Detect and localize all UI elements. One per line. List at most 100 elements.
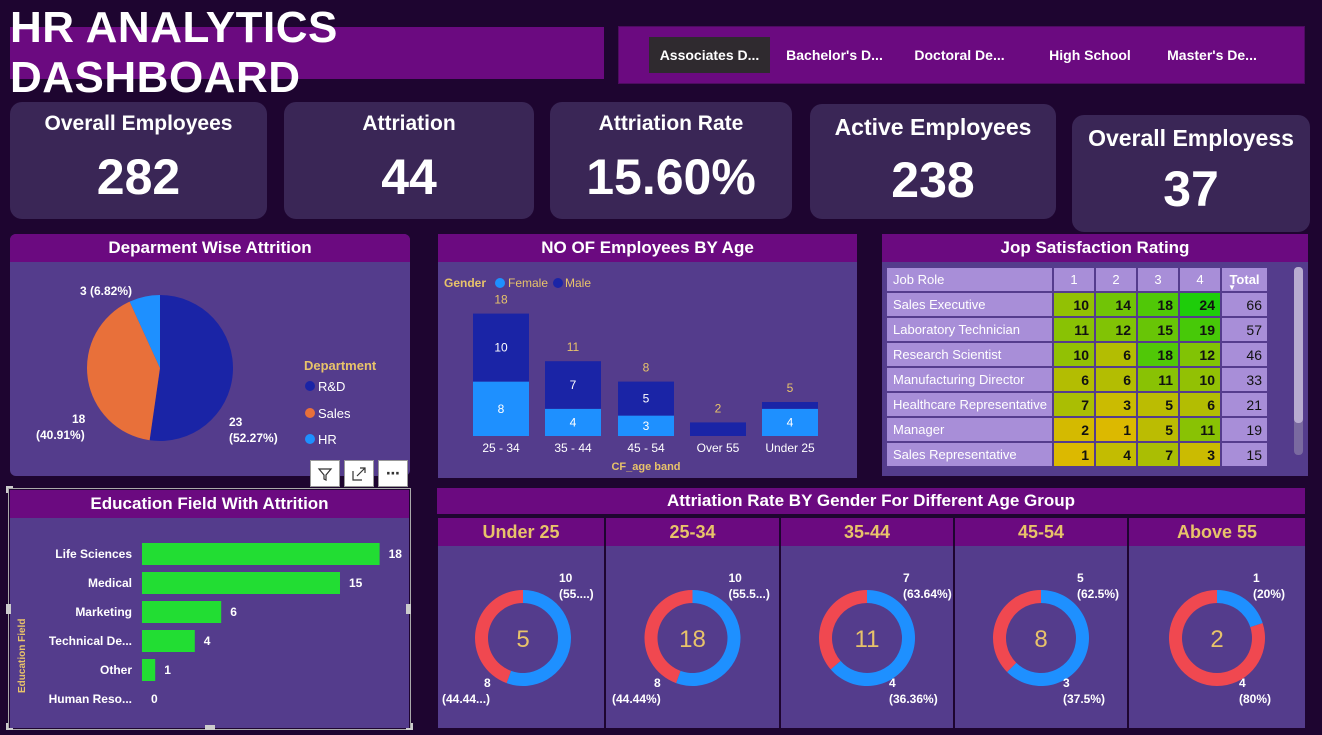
table-row[interactable]: Manufacturing Director 6 6 11 10 33	[885, 366, 1269, 393]
age-bar-male[interactable]	[473, 313, 529, 382]
age-bar-male[interactable]	[690, 422, 746, 436]
table-row[interactable]: Laboratory Technician 11 12 15 19 57	[885, 316, 1269, 343]
age-category-label: Over 55	[697, 441, 740, 455]
slicer-item-masters[interactable]: Master's De...	[1167, 47, 1257, 63]
education-bar[interactable]	[142, 630, 195, 652]
table-row[interactable]: Sales Executive 10 14 18 24 66	[885, 291, 1269, 318]
donut-center-total: 18	[679, 626, 706, 653]
focus-mode-icon[interactable]	[344, 460, 374, 487]
age-bar-male[interactable]	[545, 361, 601, 409]
education-field-panel: Education Field With Attrition Education…	[6, 486, 413, 730]
resize-handle-bottom-right[interactable]	[406, 723, 413, 730]
donut-slice-female[interactable]	[676, 590, 741, 686]
table-row[interactable]: Research Scientist 10 6 18 12 46	[885, 341, 1269, 368]
rating-cell: 5	[1136, 391, 1180, 418]
age-category-label: Under 25	[765, 441, 815, 455]
donut-chart-35-44: 11 7 (63.64%) 4 (36.36%)	[819, 571, 952, 706]
resize-handle-bottom-left[interactable]	[6, 723, 13, 730]
age-category-label: 25 - 34	[482, 441, 520, 455]
column-header-job-role[interactable]: Job Role	[885, 266, 1054, 293]
pie-slice-hr[interactable]	[129, 295, 160, 368]
donut-label-top: 5	[1077, 571, 1084, 585]
kpi-value: 15.60%	[586, 149, 756, 205]
total-cell: 19	[1220, 416, 1269, 443]
pie-slice-rnd[interactable]	[149, 295, 233, 441]
donut-chart-45-54: 8 5 (62.5%) 3 (37.5%)	[993, 571, 1119, 706]
donut-label-bottom-pct: (36.36%)	[889, 692, 938, 706]
donut-slice-female[interactable]	[1007, 590, 1089, 686]
education-bar[interactable]	[142, 543, 380, 565]
age-bar-female[interactable]	[545, 408, 601, 436]
donut-panel-above-55: Above 55 2 1 (20%) 4 (80%)	[1129, 518, 1305, 728]
pie-slice-sales[interactable]	[87, 301, 160, 441]
rating-cell: 4	[1094, 441, 1138, 468]
age-category-label: 35 - 44	[554, 441, 592, 455]
education-bar[interactable]	[142, 572, 340, 594]
slicer-item-bachelors[interactable]: Bachelor's D...	[786, 47, 883, 63]
column-header-3[interactable]: 3	[1136, 266, 1180, 293]
education-category-label: Life Sciences	[55, 547, 132, 561]
rating-cell: 7	[1052, 391, 1096, 418]
kpi-card-attriation: Attriation 44	[284, 102, 534, 219]
resize-handle-left[interactable]	[6, 604, 11, 614]
column-header-2[interactable]: 2	[1094, 266, 1138, 293]
rating-cell: 1	[1094, 416, 1138, 443]
donut-slice-male[interactable]	[644, 590, 693, 684]
age-bar-label-male: 10	[494, 341, 508, 355]
slicer-item-associates[interactable]: Associates D...	[649, 37, 770, 73]
panel-title: Jop Satisfaction Rating	[882, 234, 1308, 262]
table-row[interactable]: Manager 2 1 5 11 19	[885, 416, 1269, 443]
age-bar-female[interactable]	[473, 381, 529, 436]
filter-icon[interactable]	[310, 460, 340, 487]
legend-marker-female	[495, 278, 505, 288]
rating-cell: 6	[1094, 341, 1138, 368]
age-bar-male[interactable]	[762, 402, 818, 409]
age-bar-male[interactable]	[618, 381, 674, 416]
rating-cell: 2	[1052, 416, 1096, 443]
kpi-label: Attriation	[362, 112, 456, 135]
donut-slice-female[interactable]	[830, 590, 915, 686]
department-attrition-panel: Deparment Wise Attrition 3 (6.82%) 18 (4…	[10, 234, 410, 476]
legend-item-female: Female	[508, 276, 548, 290]
education-category-label: Other	[100, 663, 132, 677]
slicer-item-high-school[interactable]: High School	[1049, 47, 1131, 63]
table-scrollbar-thumb[interactable]	[1294, 267, 1303, 423]
resize-handle-top-left[interactable]	[6, 486, 13, 493]
donut-title: 45-54	[955, 518, 1127, 546]
job-role-cell: Sales Executive	[885, 291, 1054, 318]
table-scrollbar[interactable]	[1294, 267, 1303, 455]
donut-slice-male[interactable]	[475, 590, 523, 684]
donut-center-total: 8	[1034, 626, 1047, 653]
resize-handle-bottom[interactable]	[205, 725, 215, 730]
more-options-icon[interactable]: ⋯	[378, 460, 408, 487]
total-header-label: Total	[1229, 272, 1260, 287]
kpi-label: Overall Employees	[44, 112, 233, 135]
slicer-item-doctoral[interactable]: Doctoral De...	[914, 47, 1005, 63]
donut-title: Above 55	[1129, 518, 1305, 546]
pie-label-rnd-pct: (52.27%)	[229, 431, 278, 445]
donut-slice-male[interactable]	[993, 590, 1041, 672]
table-row[interactable]: Sales Representative 1 4 7 3 15	[885, 441, 1269, 468]
age-bar-female[interactable]	[618, 415, 674, 436]
age-bar-female[interactable]	[762, 408, 818, 436]
table-row[interactable]: Healthcare Representative 7 3 5 6 21	[885, 391, 1269, 418]
rating-cell: 19	[1178, 316, 1222, 343]
panel-title: Education Field With Attrition	[10, 490, 409, 518]
donut-title: Under 25	[438, 518, 604, 546]
donut-slice-male[interactable]	[819, 590, 867, 670]
column-header-4[interactable]: 4	[1178, 266, 1222, 293]
education-bar[interactable]	[142, 601, 222, 623]
education-bar[interactable]	[142, 659, 156, 681]
donut-chart-above-55: 2 1 (20%) 4 (80%)	[1169, 571, 1285, 706]
age-category-label: 45 - 54	[627, 441, 665, 455]
kpi-card-overall-employees: Overall Employees 282	[10, 102, 267, 219]
total-cell: 46	[1220, 341, 1269, 368]
dashboard-title-box: HR ANALYTICS DASHBOARD	[10, 3, 604, 102]
donut-slice-female[interactable]	[1217, 590, 1263, 628]
donut-center-total: 5	[516, 626, 529, 653]
column-header-1[interactable]: 1	[1052, 266, 1096, 293]
donut-label-bottom: 8	[654, 676, 661, 690]
column-header-total[interactable]: Total ▼	[1220, 266, 1269, 293]
donut-slice-female[interactable]	[506, 590, 571, 686]
resize-handle-right[interactable]	[406, 604, 411, 614]
